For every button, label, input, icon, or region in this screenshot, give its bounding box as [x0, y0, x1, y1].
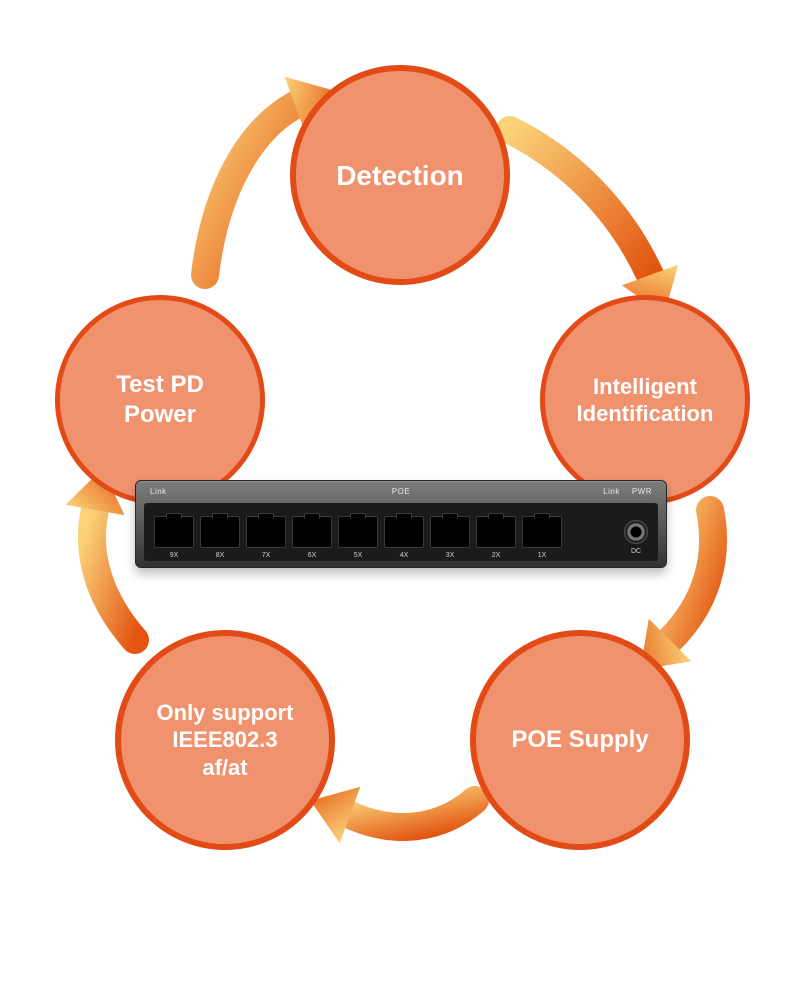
rj45-port: 4X — [384, 516, 424, 548]
label-link-left: Link — [150, 487, 167, 496]
dc-label: DC — [631, 548, 641, 555]
infographic-stage: DetectionIntelligent Identification POE S… — [0, 0, 800, 996]
port-label: 4X — [400, 552, 409, 559]
port-label: 1X — [538, 552, 547, 559]
rj45-port: 3X — [430, 516, 470, 548]
rj45-port: 1X — [522, 516, 562, 548]
port-label: 3X — [446, 552, 455, 559]
label-pwr: PWR — [632, 487, 652, 496]
port-label: 5X — [354, 552, 363, 559]
node-poe-supply: POE Supply — [470, 630, 690, 850]
device-top-labels: Link POE Link PWR — [150, 487, 652, 496]
port-label: 6X — [308, 552, 317, 559]
arrow-body-a4 — [350, 800, 475, 827]
port-label: 7X — [262, 552, 271, 559]
arrow-body-a1 — [205, 105, 295, 275]
node-detection: Detection — [290, 65, 510, 285]
rj45-port: 2X — [476, 516, 516, 548]
poe-switch-device: Link POE Link PWR 9X8X7X6X5X4X3X2X1X DC — [135, 480, 665, 566]
port-label: 2X — [492, 552, 501, 559]
node-ieee: Only support IEEE802.3 af/at — [115, 630, 335, 850]
dc-power-jack: DC — [624, 520, 648, 544]
rj45-port-row: 9X8X7X6X5X4X3X2X1X — [154, 516, 598, 548]
rj45-port: 9X — [154, 516, 194, 548]
rj45-port: 7X — [246, 516, 286, 548]
rj45-port: 6X — [292, 516, 332, 548]
node-test-pd: Test PD Power — [55, 295, 265, 505]
port-label: 8X — [216, 552, 225, 559]
rj45-port: 5X — [338, 516, 378, 548]
label-poe: POE — [392, 487, 410, 496]
rj45-port: 8X — [200, 516, 240, 548]
arrow-body-a5 — [92, 510, 135, 640]
node-intelligent: Intelligent Identification — [540, 295, 750, 505]
port-label: 9X — [170, 552, 179, 559]
arrow-body-a3 — [670, 510, 713, 640]
arrow-body-a2 — [510, 130, 650, 275]
label-link-right: Link — [603, 487, 620, 496]
